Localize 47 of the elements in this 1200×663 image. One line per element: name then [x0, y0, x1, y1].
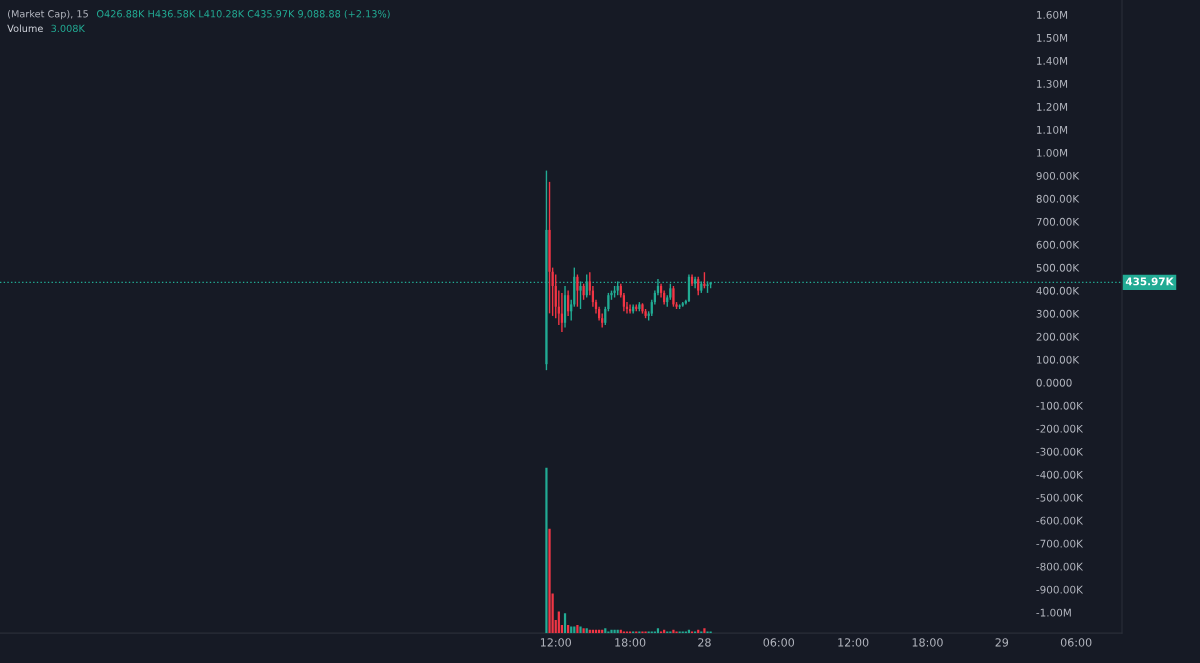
- candlestick: [576, 273, 579, 308]
- y-tick-label: 400.00K: [1036, 286, 1080, 295]
- candlestick: [641, 302, 644, 315]
- y-tick-label: 1.50M: [1037, 33, 1068, 42]
- y-tick-label: 800.00K: [1036, 194, 1080, 203]
- annotation: 3.008K: [51, 24, 86, 33]
- y-tick-label: -300.00K: [1036, 447, 1084, 456]
- y-tick-label: -700.00K: [1036, 539, 1084, 548]
- y-tick-label: -900.00K: [1036, 585, 1084, 594]
- bar: [545, 467, 548, 634]
- y-tick-label: 600.00K: [1036, 240, 1080, 249]
- x-tick-label: 28: [698, 638, 711, 647]
- x-tick-label: 06:00: [1060, 638, 1092, 647]
- y-tick-label: 1.10M: [1037, 125, 1068, 134]
- x-tick-label: 18:00: [615, 638, 646, 647]
- y-tick-label: 500.00K: [1036, 263, 1080, 272]
- bar: [563, 613, 567, 634]
- y-tick-label: 0.0000: [1036, 378, 1072, 387]
- y-tick-label: -600.00K: [1036, 516, 1084, 525]
- y-tick-label: 1.40M: [1037, 56, 1068, 65]
- x-tick-label: 29: [995, 638, 1009, 647]
- y-tick-label: 900.00K: [1036, 171, 1080, 180]
- candlestick: [548, 181, 551, 315]
- candlestick: [706, 280, 709, 294]
- y-tick-label: 1.20M: [1037, 102, 1068, 111]
- y-tick-label: -800.00K: [1036, 562, 1084, 571]
- x-tick-label: 06:00: [763, 638, 795, 647]
- y-tick-label: 200.00K: [1036, 332, 1080, 341]
- y-tick-label: 300.00K: [1036, 309, 1080, 318]
- y-tick-label: 1.60M: [1037, 10, 1068, 19]
- annotation: O426.88K H436.58K L410.28K C435.97K 9,088.88 (+2.13%): [96, 9, 390, 19]
- x-tick-label: 12:00: [838, 638, 869, 647]
- text: (Market Cap), 15: [8, 9, 88, 20]
- x-tick-label: 12:00: [540, 638, 572, 647]
- y-tick-label: -1.00M: [1036, 608, 1071, 617]
- y-tick-label: -200.00K: [1036, 424, 1084, 433]
- chart-title: Volume: [7, 24, 43, 33]
- y-tick-label: -400.00K: [1036, 470, 1084, 479]
- y-tick-label: -500.00K: [1036, 493, 1084, 502]
- y-tick-label: 1.30M: [1037, 79, 1068, 88]
- y-tick-label: 100.00K: [1037, 355, 1080, 364]
- y-tick-label: 700.00K: [1036, 217, 1080, 226]
- x-tick-label: 18:00: [912, 638, 943, 647]
- y-tick-label: -100.00K: [1036, 401, 1084, 410]
- y-tick-label: 1.00M: [1037, 148, 1068, 157]
- ref-line-label: 435.97K: [1125, 277, 1174, 286]
- bar: [548, 528, 551, 634]
